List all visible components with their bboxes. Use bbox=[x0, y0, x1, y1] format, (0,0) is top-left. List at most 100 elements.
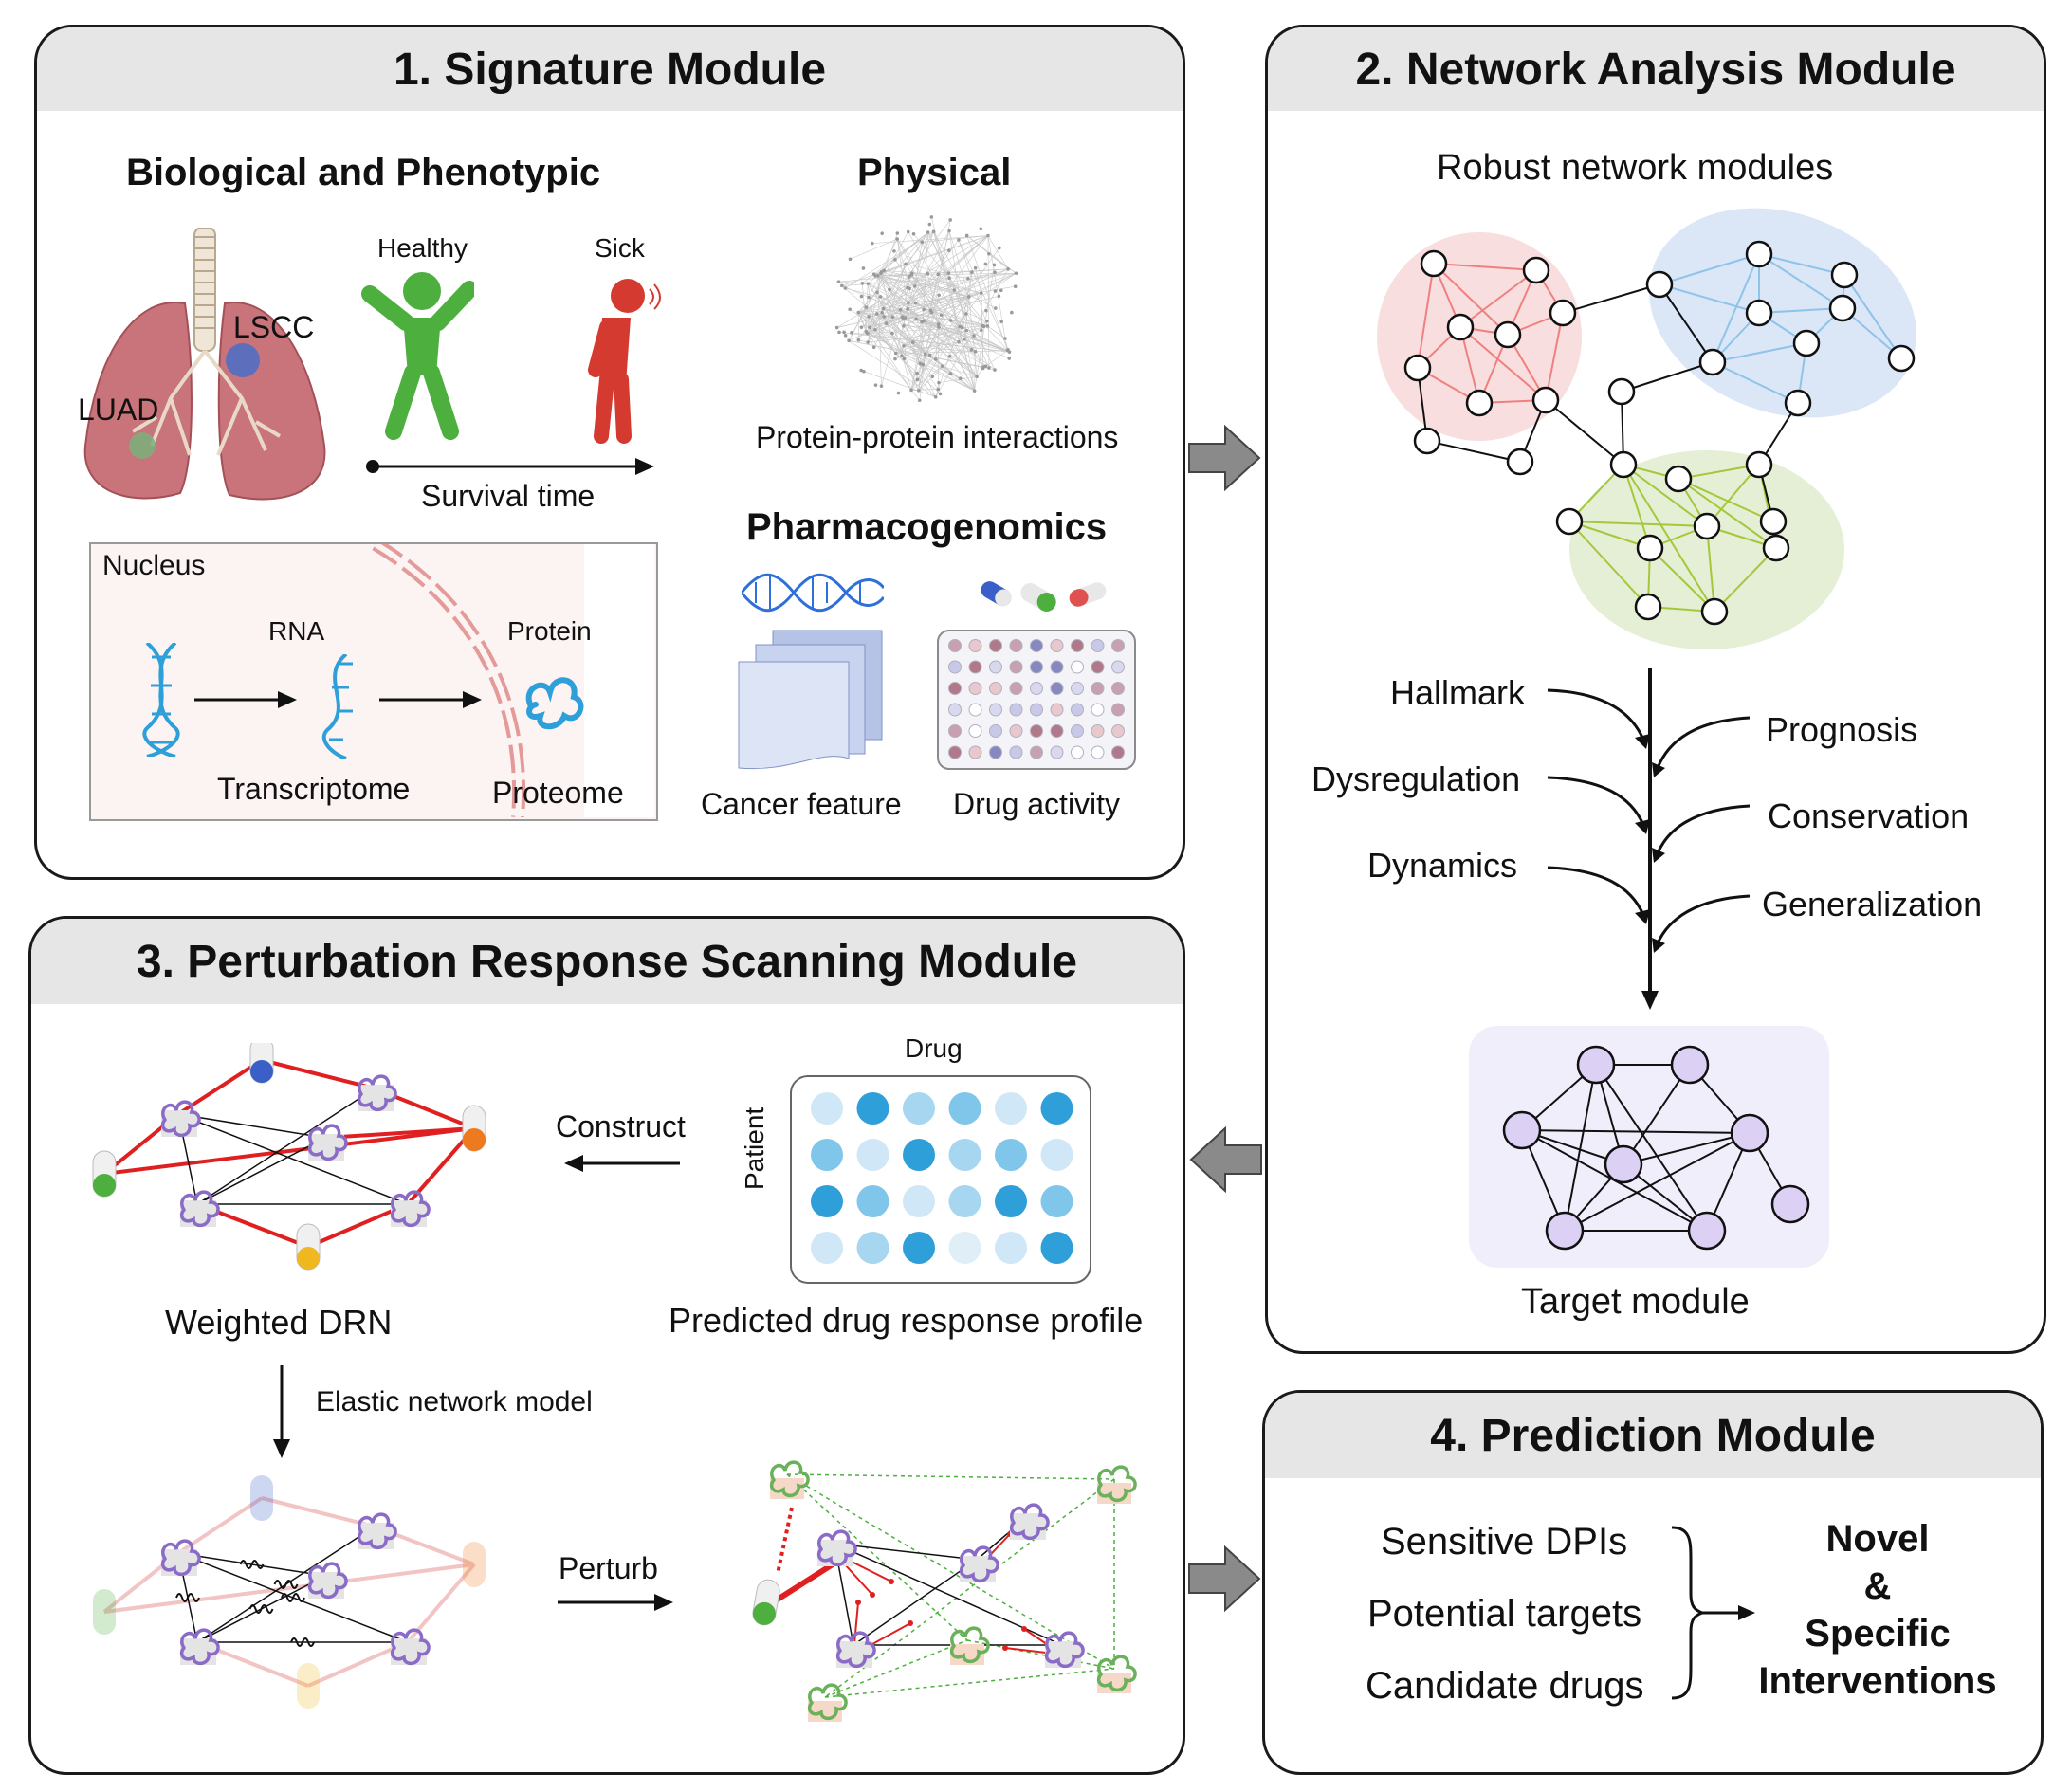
plate-well bbox=[1050, 639, 1064, 652]
target-target-edge bbox=[177, 1113, 326, 1139]
ppi-node bbox=[993, 270, 997, 275]
ppi-edge bbox=[867, 273, 939, 334]
ppi-edge bbox=[867, 292, 981, 334]
ppi-edge bbox=[858, 277, 950, 313]
ppi-node bbox=[957, 238, 961, 242]
ppi-edge bbox=[963, 338, 1010, 359]
ppi-node bbox=[856, 310, 861, 315]
ppi-node bbox=[997, 294, 1001, 299]
heatmap-cell bbox=[856, 1139, 889, 1171]
ppi-edge bbox=[987, 325, 1006, 339]
heatmap-cell bbox=[1040, 1185, 1073, 1217]
ppi-node bbox=[1003, 337, 1007, 340]
ppi-node bbox=[1013, 284, 1018, 289]
plate-well bbox=[1050, 660, 1064, 674]
heatmap-cell bbox=[903, 1185, 935, 1217]
ppi-node bbox=[947, 276, 951, 281]
capsule-body bbox=[752, 1601, 776, 1625]
ppi-edge bbox=[881, 271, 972, 351]
plate-well bbox=[1111, 703, 1125, 717]
ppi-node bbox=[999, 320, 1003, 324]
spring-coil bbox=[239, 1560, 265, 1569]
linker-edge bbox=[1659, 283, 1714, 363]
response-edge bbox=[853, 1559, 978, 1646]
ppi-node bbox=[837, 330, 841, 335]
drug-axis-label: Drug bbox=[905, 1033, 963, 1063]
ppi-edge bbox=[858, 271, 996, 313]
protein-node bbox=[390, 1628, 431, 1666]
protein-node bbox=[357, 1512, 397, 1550]
linker-edge bbox=[1426, 440, 1521, 463]
ppi-node bbox=[873, 383, 878, 387]
capsule-body bbox=[297, 1247, 320, 1270]
protein-node bbox=[835, 1631, 876, 1669]
network-node bbox=[1506, 448, 1534, 476]
plate-well bbox=[1111, 660, 1125, 674]
response-arrowhead bbox=[1021, 1626, 1027, 1632]
ppi-edge bbox=[975, 267, 982, 294]
plate-well bbox=[1009, 682, 1023, 695]
ppi-edge bbox=[933, 231, 983, 369]
robust-network-graphic bbox=[1377, 208, 1916, 649]
ppi-node bbox=[948, 372, 953, 375]
potential-targets-label: Potential targets bbox=[1367, 1593, 1642, 1635]
plate-well bbox=[1071, 660, 1084, 674]
network-node bbox=[1700, 597, 1729, 626]
blue-module-edge bbox=[1712, 342, 1807, 363]
node-base bbox=[817, 1540, 853, 1566]
red-module-edge bbox=[1459, 326, 1547, 401]
criteria-funnel-graphic bbox=[1547, 668, 1751, 1010]
ppi-edge bbox=[850, 238, 898, 260]
ppi-edge bbox=[880, 296, 920, 391]
ppi-edge bbox=[914, 272, 1017, 287]
drug-activity-plate bbox=[937, 630, 1136, 770]
ppi-node bbox=[964, 233, 969, 238]
ppi-edge bbox=[867, 325, 988, 334]
blue-module-edge bbox=[1712, 361, 1799, 404]
ppi-node bbox=[958, 324, 962, 329]
ppi-edge bbox=[877, 275, 955, 291]
target-module-edge bbox=[1595, 1064, 1708, 1232]
sick-label: Sick bbox=[595, 233, 645, 263]
network-node bbox=[1698, 348, 1727, 376]
drug-capsule bbox=[92, 1150, 117, 1198]
ppi-node bbox=[893, 357, 897, 361]
perturbation-network-graphic bbox=[752, 1460, 1137, 1722]
red-dotted-edge bbox=[776, 1507, 794, 1575]
ppi-edge bbox=[913, 233, 988, 327]
node-base bbox=[960, 1556, 996, 1582]
blue-module-edge bbox=[1659, 253, 1760, 285]
ppi-node bbox=[836, 280, 841, 283]
ppi-node bbox=[981, 323, 985, 328]
ppi-edge bbox=[884, 292, 981, 318]
plate-well bbox=[1050, 703, 1064, 717]
plate-well bbox=[1111, 639, 1125, 652]
ppi-node bbox=[984, 308, 988, 313]
heatmap-cell bbox=[903, 1092, 935, 1125]
node-base bbox=[358, 1523, 394, 1549]
heatmap-cell bbox=[995, 1092, 1027, 1125]
ppi-node bbox=[898, 307, 903, 312]
ppi-node bbox=[890, 331, 894, 336]
spring-coil bbox=[248, 1604, 274, 1614]
green-module-edge bbox=[1678, 478, 1774, 522]
capsule-icons bbox=[981, 581, 1107, 612]
green-module-edge bbox=[1568, 521, 1708, 527]
ppi-edge bbox=[976, 368, 983, 377]
network-node bbox=[1634, 593, 1662, 621]
ppi-node bbox=[920, 240, 925, 245]
ppi-edge bbox=[858, 312, 1010, 353]
ppi-node bbox=[947, 354, 952, 358]
ppi-label: Protein-protein interactions bbox=[756, 420, 1119, 454]
ppi-node bbox=[983, 262, 988, 266]
green-dotted-edge bbox=[786, 1473, 1115, 1670]
plate-well bbox=[989, 703, 1002, 717]
elastic-arrow bbox=[273, 1365, 290, 1458]
ppi-node bbox=[957, 339, 961, 344]
ppi-node bbox=[847, 338, 851, 343]
ppi-edge bbox=[911, 389, 939, 391]
protein-node bbox=[1009, 1503, 1050, 1541]
spring-coil bbox=[281, 1593, 305, 1602]
ppi-node bbox=[906, 307, 910, 311]
ppi-node bbox=[986, 233, 990, 238]
